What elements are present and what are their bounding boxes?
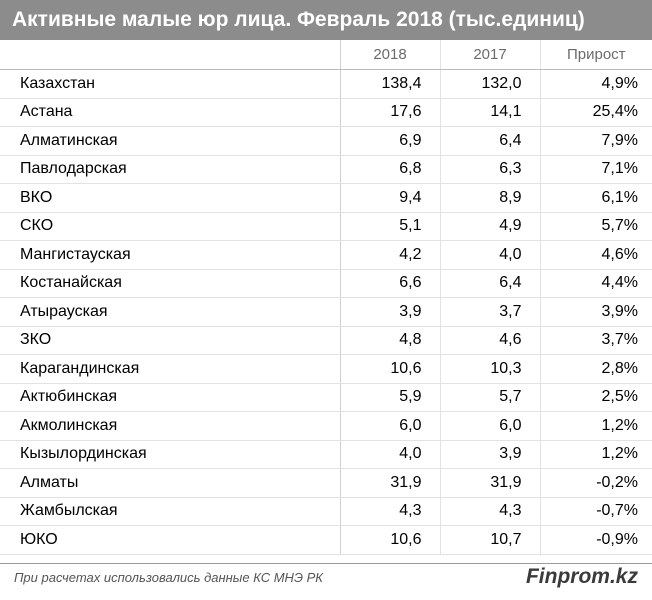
source-note: При расчетах использовались данные КС МН… [14, 570, 323, 585]
table-row: Жамбылская 4,3 4,3 -0,7% [0, 497, 652, 526]
value-2018-cell: 6,8 [340, 155, 441, 184]
value-2017-cell: 4,6 [440, 326, 541, 355]
region-name-cell: Акмолинская [0, 411, 341, 441]
region-name-cell: Актюбинская [0, 383, 341, 412]
value-2017-cell: 8,9 [440, 183, 541, 213]
region-name-cell: Алматы [0, 468, 341, 498]
growth-cell: 7,1% [540, 155, 652, 184]
growth-cell: -0,9% [540, 525, 652, 555]
data-table: 2018 2017 Прирост Казахстан 138,4 132,0 4,9… [0, 40, 652, 555]
value-2018-cell: 5,1 [340, 212, 441, 241]
region-name-cell: Карагандинская [0, 354, 341, 384]
growth-cell: 5,7% [540, 212, 652, 241]
value-2017-cell: 6,4 [440, 126, 541, 156]
value-2018-cell: 4,2 [340, 240, 441, 270]
table-row: Костанайская 6,6 6,4 4,4% [0, 269, 652, 298]
region-name-cell: Атырауская [0, 297, 341, 327]
growth-cell: -0,2% [540, 468, 652, 498]
header-row: 2018 2017 Прирост [0, 40, 652, 70]
region-name-cell: Мангистауская [0, 240, 341, 270]
table-row: ЗКО 4,8 4,6 3,7% [0, 326, 652, 355]
table-row: Кызылординская 4,0 3,9 1,2% [0, 440, 652, 469]
table-body: Казахстан 138,4 132,0 4,9% Астана 17,6 14,1 25,… [0, 69, 652, 555]
table-row: СКО 5,1 4,9 5,7% [0, 212, 652, 241]
growth-cell: 7,9% [540, 126, 652, 156]
table-row: Акмолинская 6,0 6,0 1,2% [0, 411, 652, 441]
growth-cell: 3,7% [540, 326, 652, 355]
table-row: Атырауская 3,9 3,7 3,9% [0, 297, 652, 327]
region-name-cell: Кызылординская [0, 440, 341, 469]
growth-cell: 1,2% [540, 411, 652, 441]
table-row: Астана 17,6 14,1 25,4% [0, 98, 652, 127]
value-2018-cell: 6,0 [340, 411, 441, 441]
value-2017-cell: 4,3 [440, 497, 541, 526]
growth-cell: 4,4% [540, 269, 652, 298]
growth-cell: 4,6% [540, 240, 652, 270]
region-name-cell: Костанайская [0, 269, 341, 298]
region-name-cell: ЗКО [0, 326, 341, 355]
value-2017-cell: 6,4 [440, 269, 541, 298]
column-header-2017: 2017 [440, 40, 541, 70]
value-2018-cell: 4,3 [340, 497, 441, 526]
value-2018-cell: 10,6 [340, 354, 441, 384]
table-row: ВКО 9,4 8,9 6,1% [0, 183, 652, 213]
table-row: Казахстан 138,4 132,0 4,9% [0, 69, 652, 99]
growth-cell: -0,7% [540, 497, 652, 526]
value-2018-cell: 4,8 [340, 326, 441, 355]
table-row: Алматинская 6,9 6,4 7,9% [0, 126, 652, 156]
value-2017-cell: 10,7 [440, 525, 541, 555]
growth-cell: 6,1% [540, 183, 652, 213]
column-header-growth: Прирост [540, 40, 652, 70]
region-name-cell: Павлодарская [0, 155, 341, 184]
value-2017-cell: 14,1 [440, 98, 541, 127]
brand-logo: Finprom.kz [525, 565, 638, 588]
value-2017-cell: 4,9 [440, 212, 541, 241]
region-name-cell: Алматинская [0, 126, 341, 156]
region-name-cell: Жамбылская [0, 497, 341, 526]
value-2017-cell: 31,9 [440, 468, 541, 498]
value-2018-cell: 31,9 [340, 468, 441, 498]
value-2017-cell: 132,0 [440, 69, 541, 99]
region-name-cell: ЮКО [0, 525, 341, 555]
table-row: Мангистауская 4,2 4,0 4,6% [0, 240, 652, 270]
value-2017-cell: 5,7 [440, 383, 541, 412]
table-row: Алматы 31,9 31,9 -0,2% [0, 468, 652, 498]
value-2017-cell: 3,9 [440, 440, 541, 469]
table-row: Карагандинская 10,6 10,3 2,8% [0, 354, 652, 384]
growth-cell: 2,5% [540, 383, 652, 412]
value-2018-cell: 4,0 [340, 440, 441, 469]
region-name-cell: Астана [0, 98, 341, 127]
value-2018-cell: 9,4 [340, 183, 441, 213]
value-2018-cell: 6,6 [340, 269, 441, 298]
table-row: Павлодарская 6,8 6,3 7,1% [0, 155, 652, 184]
growth-cell: 2,8% [540, 354, 652, 384]
value-2018-cell: 10,6 [340, 525, 441, 555]
value-2018-cell: 5,9 [340, 383, 441, 412]
growth-cell: 4,9% [540, 69, 652, 99]
footer-divider [0, 563, 652, 564]
column-header-region [0, 40, 341, 70]
value-2017-cell: 6,3 [440, 155, 541, 184]
region-name-cell: СКО [0, 212, 341, 241]
value-2018-cell: 17,6 [340, 98, 441, 127]
table-row: ЮКО 10,6 10,7 -0,9% [0, 525, 652, 555]
value-2018-cell: 138,4 [340, 69, 441, 99]
growth-cell: 25,4% [540, 98, 652, 127]
value-2018-cell: 6,9 [340, 126, 441, 156]
value-2017-cell: 10,3 [440, 354, 541, 384]
table-row: Актюбинская 5,9 5,7 2,5% [0, 383, 652, 412]
value-2017-cell: 6,0 [440, 411, 541, 441]
column-header-2018: 2018 [340, 40, 441, 70]
value-2018-cell: 3,9 [340, 297, 441, 327]
growth-cell: 1,2% [540, 440, 652, 469]
value-2017-cell: 4,0 [440, 240, 541, 270]
table-title: Активные малые юр лица. Февраль 2018 (ты… [0, 0, 652, 40]
growth-cell: 3,9% [540, 297, 652, 327]
region-name-cell: Казахстан [0, 69, 341, 99]
value-2017-cell: 3,7 [440, 297, 541, 327]
region-name-cell: ВКО [0, 183, 341, 213]
